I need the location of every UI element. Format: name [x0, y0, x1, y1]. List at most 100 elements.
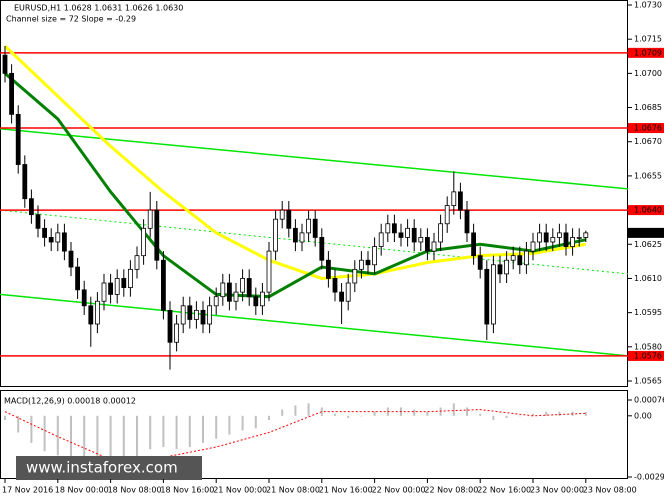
candle-body: [378, 232, 384, 247]
channel-middle: [0, 209, 629, 275]
y2-tick-label: 0.00076: [634, 396, 664, 405]
last-price-tag: [628, 227, 664, 238]
candle-body: [299, 232, 305, 243]
candle-body: [563, 232, 569, 247]
candle-body: [154, 209, 160, 261]
candle-body: [543, 232, 549, 243]
candle-body: [42, 227, 47, 238]
y2-tick-label: -0.00294: [634, 473, 664, 482]
plot: [0, 44, 629, 473]
macd-bar: [426, 411, 429, 416]
macd-bar: [268, 415, 270, 420]
macd-bar: [56, 415, 59, 456]
y-tick-label: 1.0700: [634, 69, 662, 78]
y-tick-label: 1.0580: [634, 342, 662, 351]
x-tick-label: 22 Nov 08:00: [424, 486, 478, 495]
macd-bar: [452, 403, 455, 416]
candle-body: [319, 237, 325, 261]
macd-bar: [347, 415, 350, 418]
y-tick-label: 1.0730: [634, 1, 662, 10]
candle-body: [187, 305, 193, 320]
macd-bar: [83, 415, 86, 468]
macd-bar: [122, 415, 125, 468]
candle-body: [22, 164, 28, 200]
x-tick-label: 18 Nov 08:00: [108, 486, 162, 495]
x-tick-label: 21 Nov 00:00: [213, 486, 267, 495]
candle-body: [193, 309, 199, 320]
macd-bar: [43, 415, 46, 452]
candle-body: [121, 278, 127, 288]
candle-body: [484, 268, 490, 325]
candle-body: [9, 72, 15, 115]
candle-body: [220, 282, 226, 298]
candle-body: [345, 282, 351, 302]
candle-body: [2, 54, 8, 74]
y-tick-label: 1.0670: [634, 137, 662, 146]
macd-bar: [175, 415, 178, 450]
level-label: 1.0709: [634, 48, 662, 57]
candle-body: [365, 259, 371, 266]
macd-bar: [202, 415, 204, 443]
candle-body: [405, 227, 411, 238]
macd-bar: [373, 411, 376, 416]
candle-body: [233, 291, 239, 302]
candle-body: [325, 259, 331, 279]
candle-body: [95, 300, 100, 325]
candle-body: [530, 241, 536, 252]
candle-body: [167, 309, 173, 343]
y-tick-label: 1.0685: [634, 103, 662, 112]
candle-body: [15, 113, 21, 165]
candle-body: [490, 264, 496, 325]
channel-lower: [0, 293, 629, 357]
level-label: 1.0676: [634, 124, 662, 133]
channel-info: Channel size = 72 Slope = -0.29: [6, 15, 136, 24]
macd-bar: [545, 411, 548, 416]
x-tick-label: 17 Nov 2016: [2, 486, 53, 495]
macd-signal: [4, 409, 586, 461]
macd-bar: [413, 409, 416, 416]
candle-body: [332, 278, 338, 293]
candle-body: [312, 218, 318, 238]
x-tick-label: 23 Nov 00:00: [530, 486, 584, 495]
candle-body: [127, 268, 133, 288]
last-price-label: 1.0630: [634, 228, 662, 237]
macd-bar: [215, 415, 218, 439]
candle-body: [570, 237, 575, 247]
level-tag: [628, 123, 664, 134]
candle-body: [424, 237, 430, 252]
candle-body: [418, 237, 424, 243]
candle-body: [88, 305, 94, 325]
macd-bar: [532, 413, 534, 416]
candle-body: [207, 305, 213, 325]
macd-bar: [70, 415, 72, 462]
candle-body: [510, 255, 516, 261]
candle-body: [147, 209, 153, 229]
macd-bar: [109, 415, 112, 473]
moving-average: [4, 72, 587, 299]
main-panel: [0, 0, 628, 387]
candle-body: [75, 266, 80, 291]
macd-bar: [30, 415, 33, 443]
candle-body: [55, 232, 61, 243]
x-tick-label: 21 Nov 16:00: [319, 486, 373, 495]
macd-bar: [136, 415, 138, 460]
candle-body: [68, 250, 74, 268]
level-tag: [628, 350, 664, 361]
macd-bar: [360, 415, 363, 417]
macd-bar: [505, 415, 508, 418]
macd-bar: [149, 415, 152, 450]
watermark: www.instaforex.com: [26, 459, 178, 477]
candle-body: [550, 237, 556, 243]
macd-bar: [518, 415, 521, 417]
candle-body: [306, 218, 312, 234]
macd-bar: [96, 415, 99, 473]
macd-bar: [17, 415, 20, 433]
candle-body: [81, 289, 87, 307]
macd-label: MACD(12,26,9) 0.00018 0.00012: [4, 397, 136, 406]
macd-bar: [188, 415, 191, 448]
candle-body: [464, 209, 470, 234]
macd-bar: [320, 407, 323, 416]
macd-bar: [162, 415, 165, 448]
candle-body: [451, 191, 457, 206]
candle-body: [226, 282, 232, 302]
